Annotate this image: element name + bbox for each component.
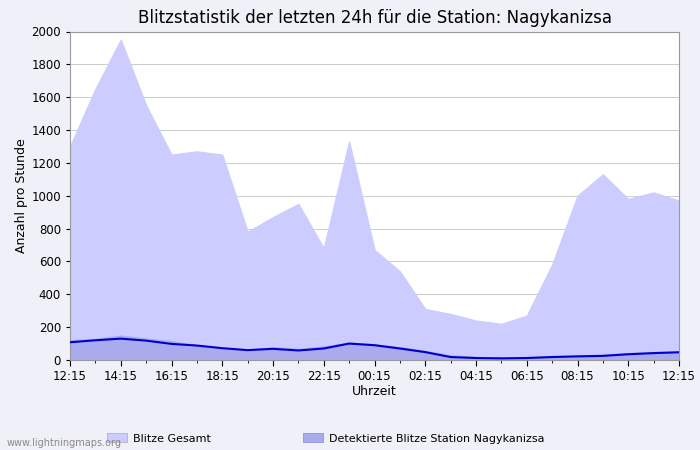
Title: Blitzstatistik der letzten 24h für die Station: Nagykanizsa: Blitzstatistik der letzten 24h für die S… xyxy=(137,9,612,27)
Legend: Blitze Gesamt, Durchschnitt aller Stationen, Detektierte Blitze Station Nagykani: Blitze Gesamt, Durchschnitt aller Statio… xyxy=(108,433,544,450)
Y-axis label: Anzahl pro Stunde: Anzahl pro Stunde xyxy=(15,139,29,253)
X-axis label: Uhrzeit: Uhrzeit xyxy=(352,385,397,398)
Text: www.lightningmaps.org: www.lightningmaps.org xyxy=(7,438,122,448)
